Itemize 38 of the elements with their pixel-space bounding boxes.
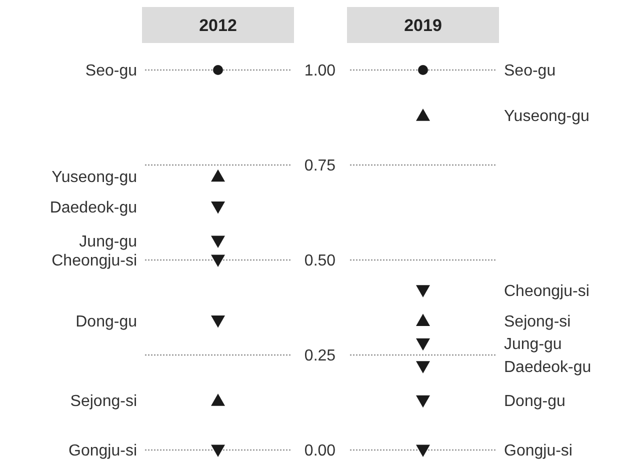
text: Yuseong-gu [504, 108, 590, 126]
y-tick-label: 0.00 [304, 442, 336, 460]
text: Gongju-si [68, 442, 137, 460]
point [211, 316, 225, 328]
text: Seo-gu [85, 62, 137, 80]
text: Dong-gu [76, 313, 137, 330]
point [416, 338, 430, 351]
text: Cheongju-si [504, 283, 590, 300]
point [418, 65, 428, 75]
point [416, 285, 430, 298]
text: Seo-gu [504, 62, 556, 80]
x-tick-label: 2019 [404, 16, 442, 35]
y-tick-label: 1.00 [304, 62, 336, 80]
point [211, 236, 225, 248]
text: Daedeok-gu [504, 359, 592, 376]
point [211, 254, 225, 267]
y-tick-label: 0.25 [304, 348, 336, 365]
point [416, 361, 430, 374]
x-tick-label: 2012 [199, 16, 237, 35]
point [416, 395, 430, 408]
text: Gongju-si [504, 442, 572, 460]
text: Sejong-si [504, 313, 571, 330]
text: Dong-gu [504, 393, 566, 410]
point [211, 444, 225, 457]
text: Cheongju-si [52, 252, 137, 270]
text: Jung-gu [79, 234, 137, 251]
text: Sejong-si [70, 393, 137, 410]
y-tick-label: 0.75 [304, 158, 336, 175]
point [416, 108, 430, 121]
text: Daedeok-gu [50, 199, 137, 216]
y-tick-label: 0.50 [304, 252, 336, 270]
point [416, 314, 430, 326]
text: Yuseong-gu [52, 169, 137, 186]
point [416, 444, 430, 457]
text: Jung-gu [504, 336, 562, 354]
point [213, 65, 223, 75]
point [211, 169, 225, 182]
point [211, 202, 225, 214]
